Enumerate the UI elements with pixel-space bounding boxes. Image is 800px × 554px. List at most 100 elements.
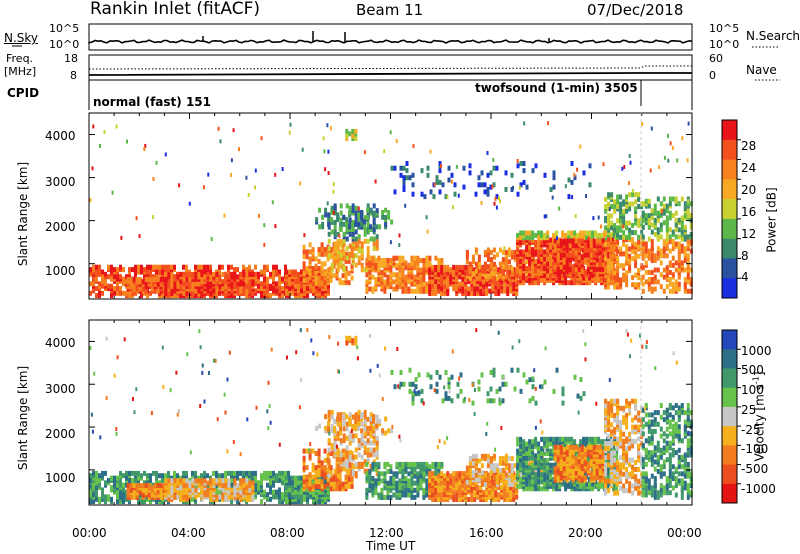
power-cell-3180 <box>360 210 364 215</box>
power-cell-1417 <box>425 281 429 287</box>
velocity-cell-706 <box>221 482 225 488</box>
power-cell-1560 <box>458 274 462 280</box>
power-cell-3241 <box>462 165 466 171</box>
power-cell-2554 <box>583 243 587 249</box>
power-scatter-51 <box>389 130 392 135</box>
power-scatter-71 <box>650 126 653 131</box>
power-cell-1770 <box>480 266 484 272</box>
power-cell-1281 <box>383 288 387 294</box>
velocity-cell-1078 <box>330 409 334 415</box>
power-cell-2999 <box>668 288 672 294</box>
velocity-cell-64 <box>116 499 119 505</box>
power-cell-1411 <box>422 269 426 275</box>
power-cell-2091 <box>552 261 556 267</box>
power-cell-28 <box>98 264 101 270</box>
velocity-cell-934 <box>305 474 309 480</box>
power-cell-2576 <box>589 252 593 258</box>
power-cell-915 <box>302 277 306 283</box>
power-cell-2836 <box>637 268 641 273</box>
power-cell-3152 <box>324 212 328 218</box>
power-cell-2798 <box>628 220 632 226</box>
power-cell-2684 <box>610 237 614 243</box>
power-cell-1776 <box>483 249 487 255</box>
power-cell-436 <box>269 271 272 277</box>
power-cell-2215 <box>576 232 580 238</box>
power-scatter-15 <box>144 143 147 148</box>
power-scatter-25 <box>111 190 114 195</box>
velocity-cell-432 <box>263 475 266 481</box>
power-cell-642 <box>194 276 198 282</box>
power-cell-1020 <box>338 249 342 255</box>
power-cell-2260 <box>588 275 592 281</box>
power-cell-1261 <box>374 258 378 263</box>
power-cell-1092 <box>339 260 343 266</box>
power-cell-1468 <box>428 267 432 273</box>
power-cell-1309 <box>392 279 396 285</box>
velocity-cell-1338 <box>401 490 405 496</box>
power-cell-2034 <box>543 277 547 283</box>
power-cell-2940 <box>653 208 657 214</box>
power-cell-609 <box>182 291 186 296</box>
power-cell-475 <box>284 264 287 270</box>
power-cell-3144 <box>354 128 358 134</box>
velocity-cell-270 <box>194 475 197 481</box>
power-cell-3236 <box>447 165 451 171</box>
power-cell-574 <box>164 279 168 285</box>
velocity-cell-55 <box>110 485 113 490</box>
power-cell-2730 <box>616 199 620 205</box>
power-cell-2946 <box>656 246 660 252</box>
power-scatter-97 <box>357 243 360 248</box>
vel-cbar-tick-neg100: -100 <box>741 442 769 456</box>
velocity-cell-883 <box>318 499 321 505</box>
power-scatter-45 <box>327 149 330 154</box>
power-cell-3271 <box>525 184 529 190</box>
velocity-cell-112 <box>131 470 134 476</box>
velocity-cell-88 <box>122 482 125 488</box>
power-cell-220 <box>182 264 185 270</box>
power-cell-1111 <box>345 236 349 242</box>
power-cell-667 <box>203 274 207 280</box>
power-cell-427 <box>266 283 269 289</box>
power-cell-3255 <box>489 170 493 176</box>
power-scatter-84 <box>288 130 291 135</box>
velocity-cell-1077 <box>330 414 334 420</box>
power-cell-3123 <box>689 267 693 273</box>
power-cell-2962 <box>659 227 663 233</box>
power-cell-1307 <box>389 258 393 263</box>
velocity-cell-1165 <box>357 452 361 458</box>
freq-tick-top: 18 <box>64 52 78 65</box>
power-cell-1634 <box>482 288 486 294</box>
power-cell-2968 <box>662 288 666 294</box>
power-cell-3062 <box>677 217 681 223</box>
power-cell-1177 <box>363 267 367 273</box>
power-cell-1756 <box>474 275 478 281</box>
velocity-cell-26 <box>95 475 98 481</box>
power-scatter-26 <box>686 158 689 163</box>
power-cell-1402 <box>419 267 423 273</box>
velocity-cell-740 <box>236 482 240 488</box>
velocity-cell-593 <box>170 489 174 495</box>
power-cell-2466 <box>562 252 566 258</box>
power-cell-2930 <box>653 274 657 280</box>
velocity-cell-284 <box>200 473 203 479</box>
power-cell-1056 <box>327 231 331 237</box>
vel-ytick-3000: 3000 <box>45 382 76 396</box>
velocity-cell-719 <box>227 489 231 495</box>
velocity-cell-369 <box>236 470 239 476</box>
power-scatter-16 <box>332 210 335 215</box>
power-cell-2805 <box>631 249 635 254</box>
velocity-cell-498 <box>129 483 133 489</box>
power-scatter-65 <box>621 166 624 171</box>
power-cell-3077 <box>680 196 684 202</box>
power-cell-2945 <box>656 250 660 256</box>
power-cell-2749 <box>619 201 623 207</box>
power-cell-3002 <box>668 269 672 275</box>
velocity-cell-135 <box>140 473 143 479</box>
freq-tick-bottom: 8 <box>70 69 77 82</box>
velocity-cell-299 <box>206 473 209 479</box>
power-cell-493 <box>129 277 133 282</box>
power-cell-2669 <box>607 218 611 224</box>
velocity-cell-606 <box>176 478 180 484</box>
power-cell-21 <box>98 293 101 299</box>
power-cell-0 <box>89 290 92 296</box>
